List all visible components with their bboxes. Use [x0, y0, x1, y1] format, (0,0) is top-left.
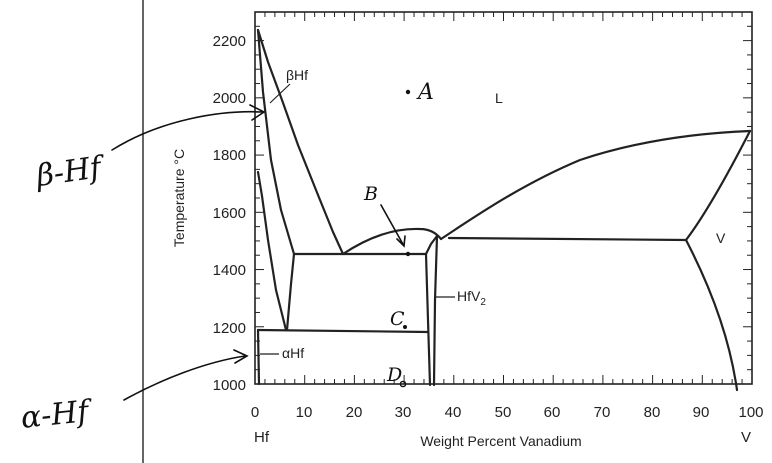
y-tick-1800: 1800	[213, 147, 246, 164]
x-tick-10: 10	[296, 404, 313, 421]
beta-hf-leader	[269, 83, 291, 104]
y-axis-title: Temperature °C	[171, 149, 187, 247]
label-liquid: L	[495, 90, 503, 106]
hfv2-right-boundary	[432, 234, 439, 387]
y-axis-ticks	[255, 11, 752, 385]
solidus-beta-hf	[256, 28, 296, 256]
point-d-dot	[399, 380, 407, 388]
point-a-dot	[405, 89, 411, 95]
beta-transus-left	[256, 170, 288, 332]
alpha-hf-solvus	[256, 328, 261, 386]
point-d-label: D	[386, 364, 402, 386]
liquidus-hf-side	[256, 28, 345, 256]
label-alpha-hf: αHf	[282, 345, 304, 361]
solidus-v-side	[684, 129, 752, 242]
y-tick-2000: 2000	[213, 90, 246, 107]
alpha-hf-note-arrow	[123, 349, 249, 401]
beta-hf-note: β-Hf	[33, 150, 108, 194]
phase-boundaries	[256, 28, 752, 392]
x-tick-100: 100	[738, 404, 763, 421]
point-b-dot	[405, 251, 411, 257]
x-tick-30: 30	[395, 404, 412, 421]
handwritten-annotations: A B C D β-Hf α-Hf	[19, 80, 434, 436]
y-tick-2200: 2200	[213, 33, 246, 50]
y-tick-1000: 1000	[213, 377, 246, 394]
y-tick-labels: 1000 1200 1400 1600 1800 2000 2200	[213, 33, 246, 394]
x-tick-50: 50	[495, 404, 512, 421]
point-a-label: A	[416, 80, 434, 105]
alpha-hf-note: α-Hf	[19, 394, 95, 436]
point-b-arrow	[380, 204, 406, 248]
x-tick-40: 40	[445, 404, 462, 421]
liquidus-hfv2-dome	[341, 227, 443, 256]
x-tick-90: 90	[693, 404, 710, 421]
beta-hf-note-arrow	[111, 104, 266, 151]
label-beta-hf: βHf	[286, 67, 308, 83]
x-axis-title: Weight Percent Vanadium	[420, 433, 581, 449]
x-tick-0: 0	[251, 404, 259, 421]
label-hfv2: HfV2	[457, 288, 486, 308]
hfv2-top	[424, 234, 439, 256]
x-tick-labels: 0 10 20 30 40 50 60 70 80 90 100	[251, 404, 764, 421]
beta-transus-right	[285, 252, 296, 332]
point-b-label: B	[363, 183, 378, 205]
x-tick-20: 20	[346, 404, 363, 421]
v-solvus	[684, 238, 739, 392]
x-tick-60: 60	[544, 404, 561, 421]
liquidus-v-side	[439, 129, 752, 241]
y-tick-1600: 1600	[213, 205, 246, 222]
eutectic-line-v-side	[447, 236, 688, 242]
x-end-label-v: V	[741, 429, 751, 446]
label-vanadium: V	[716, 230, 726, 246]
point-c-dot	[403, 325, 407, 329]
x-end-label-hf: Hf	[254, 429, 270, 446]
y-tick-1200: 1200	[213, 320, 246, 337]
x-tick-70: 70	[594, 404, 611, 421]
eutectoid-line	[256, 328, 430, 334]
point-c-label: C	[390, 308, 405, 330]
hfv2-left-boundary	[424, 252, 432, 387]
y-tick-1400: 1400	[213, 262, 246, 279]
x-tick-80: 80	[644, 404, 661, 421]
